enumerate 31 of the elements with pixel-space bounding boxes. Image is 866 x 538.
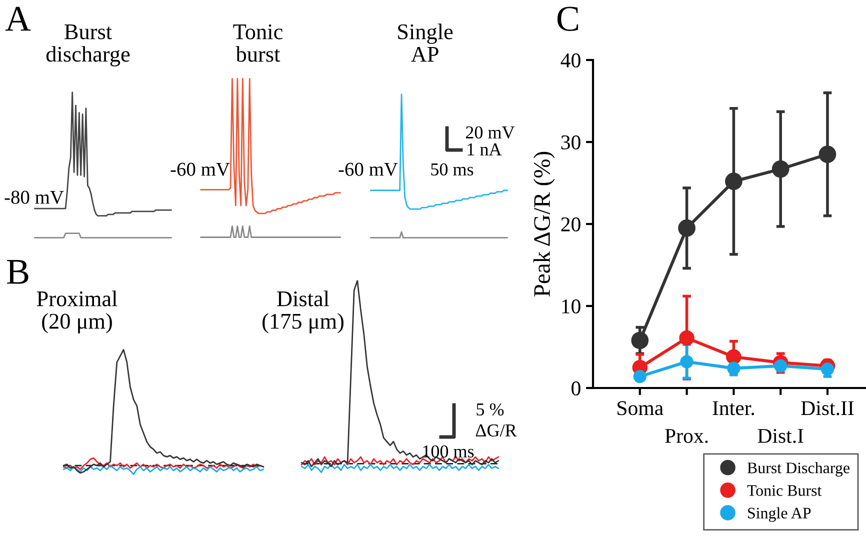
x-tick-label: Prox. — [665, 429, 708, 444]
chart-title: Proximal (20 μm) — [36, 290, 118, 334]
x-tick-label: Inter. — [712, 401, 754, 416]
x-tick-label: Soma — [618, 401, 664, 416]
annotation: -60 mV — [338, 162, 398, 176]
y-axis-title: Peak ΔG/R (%) — [533, 152, 555, 296]
annotation: 1 nA — [468, 143, 502, 156]
text: B — [6, 260, 28, 284]
annotation: ΔG/R — [476, 424, 517, 437]
chart-title: Single AP — [398, 24, 453, 62]
y-tick-label: 40 — [560, 53, 580, 68]
text: Distal (175 μm) — [262, 290, 344, 334]
x-tick-label: Dist.I — [758, 428, 804, 444]
legend-label: Tonic Burst — [747, 485, 822, 496]
y-tick-label: 10 — [562, 299, 580, 314]
text: A — [5, 6, 31, 31]
annotation: 50 ms — [431, 163, 474, 176]
y-tick-label: 30 — [561, 135, 580, 150]
legend-label: Single AP — [748, 507, 811, 522]
y-tick-label: 0 — [572, 381, 580, 396]
chart-title: Burst discharge — [46, 24, 130, 66]
y-tick-label: 20 — [561, 217, 580, 232]
annotation: 20 mV — [466, 126, 515, 139]
x-tick-label: Dist.II — [801, 401, 854, 416]
annotation: -80 mV — [4, 190, 64, 204]
legend-label: Burst Discharge — [747, 462, 850, 477]
annotation: 5 % — [476, 403, 504, 416]
text: C — [557, 6, 578, 32]
annotation: 100 ms — [423, 445, 474, 458]
chart-title: Tonic burst — [233, 24, 282, 62]
annotation: -60 mV — [170, 162, 230, 176]
